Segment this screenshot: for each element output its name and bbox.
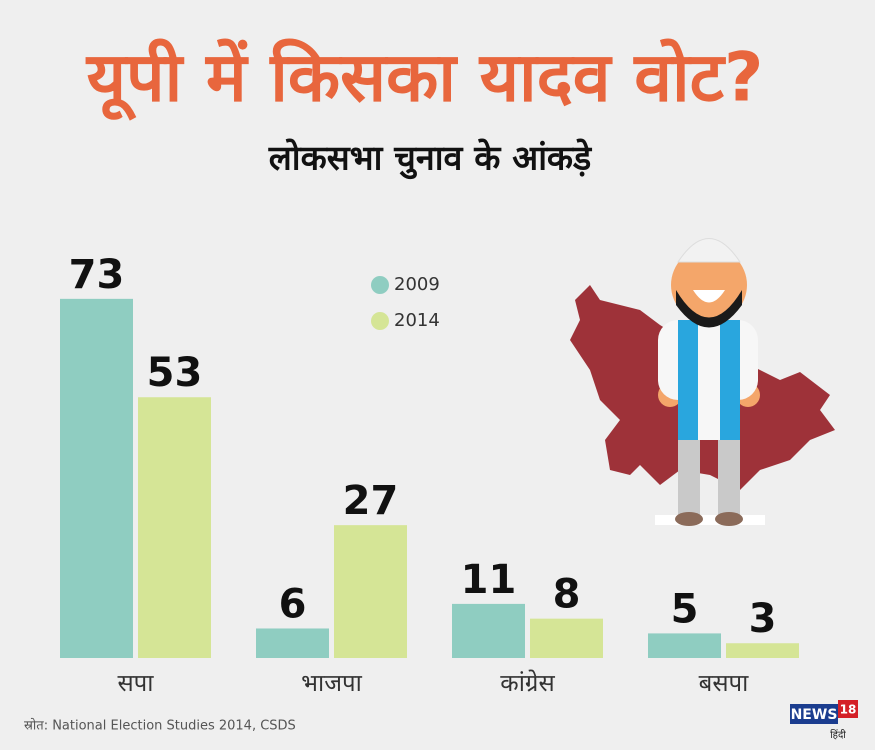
logo-box [838, 700, 858, 718]
data-label: 27 [343, 478, 399, 524]
legend-marker [371, 276, 389, 294]
shoe [675, 512, 703, 526]
x-tick-label: सपा [117, 669, 154, 697]
logo-name: NEWS [791, 707, 838, 723]
bar [138, 397, 211, 658]
floor [655, 515, 765, 525]
bar [452, 603, 525, 658]
bar [726, 643, 799, 658]
logo-number: 18 [840, 703, 857, 717]
chart-subtitle: लोकसभा चुनाव के आंकड़े [268, 138, 593, 180]
source: स्रोत: National Election Studies 2014, C… [24, 718, 296, 734]
logo: NEWS 18 हिंदी [790, 700, 858, 741]
bar [60, 298, 133, 658]
data-label: 11 [461, 557, 517, 603]
logo-language: हिंदी [830, 729, 846, 741]
x-tick-label: भाजपा [301, 669, 363, 697]
data-label: 5 [671, 586, 699, 632]
shoe [715, 512, 743, 526]
mouth [693, 290, 725, 303]
beard [676, 290, 742, 328]
x-tick-label: कांग्रेस [500, 669, 555, 697]
chart-title: यूपी में किसका यादव वोट? [85, 39, 764, 122]
illustration [570, 238, 835, 526]
leg [718, 440, 740, 518]
cap [677, 238, 741, 263]
legend-marker [371, 312, 389, 330]
data-label: 53 [147, 350, 203, 396]
x-tick-label: बसपा [699, 669, 750, 697]
data-label: 3 [749, 596, 777, 642]
bar [256, 628, 329, 658]
bar [334, 525, 407, 658]
bar [530, 618, 603, 658]
shirt-front [698, 320, 720, 440]
bar [648, 633, 721, 658]
logo-box [790, 704, 838, 724]
data-label: 6 [279, 581, 307, 627]
legend-label: 2014 [394, 310, 440, 331]
data-label: 8 [553, 572, 581, 618]
data-label: 73 [69, 252, 125, 298]
head [671, 247, 747, 323]
leg [678, 440, 700, 518]
legend-label: 2009 [394, 274, 440, 295]
